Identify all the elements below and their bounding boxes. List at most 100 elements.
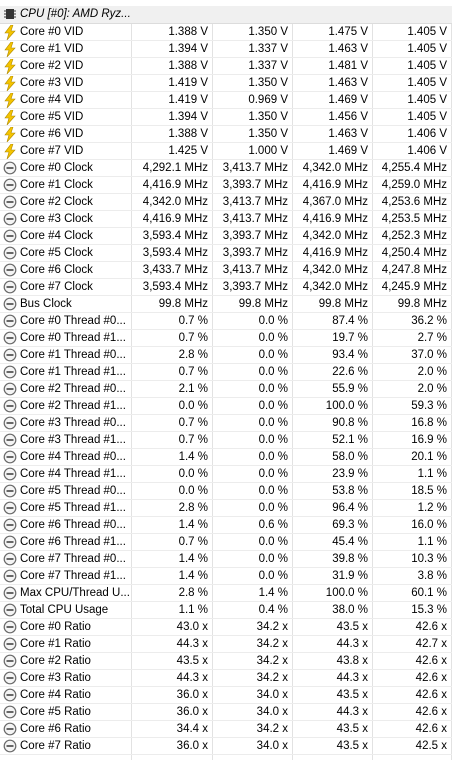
sensor-row[interactable]: Core #4 Thread #1... 0.0 % 0.0 % 23.9 % 1.1 … [0,466,452,483]
sensor-row[interactable]: Core #6 Ratio 34.4 x 34.2 x 43.5 x 42.6 x [0,721,452,738]
sensor-row[interactable]: Core #1 Ratio 44.3 x 34.2 x 44.3 x 42.7 x [0,636,452,653]
sensor-value: 0.969 V [248,94,288,106]
sensor-row[interactable]: Core #7 Thread #1... 1.4 % 0.0 % 31.9 % 3.8 … [0,568,452,585]
sensor-value: 0.0 % [258,553,288,565]
sensor-value: 1.337 V [248,43,288,55]
sensor-row[interactable]: Core #5 Ratio 36.0 x 34.0 x 44.3 x 42.6 x [0,704,452,721]
sensor-value: 42.7 x [415,638,447,650]
sensor-row[interactable]: Core #3 Ratio 44.3 x 34.2 x 44.3 x 42.6 x [0,670,452,687]
sensor-value: 4,252.3 MHz [381,230,447,242]
sensor-value: 1.419 V [168,94,208,106]
sensor-value: 34.0 x [256,689,288,701]
sensor-value: 34.2 x [256,621,288,633]
sensor-label: Core #7 Clock [20,281,93,293]
sensor-row[interactable]: Core #2 Thread #0... 2.1 % 0.0 % 55.9 % 2.0 … [0,381,452,398]
sensor-row[interactable]: Core #6 Thread #0... 1.4 % 0.6 % 69.3 % 16.0… [0,517,452,534]
sensor-row[interactable]: Core #5 VID 1.394 V 1.350 V 1.456 V 1.405 V [0,109,452,126]
sensor-value: 44.3 x [336,638,368,650]
sensor-value: 4,245.9 MHz [381,281,447,293]
sensor-label: Core #7 Thread #1... [20,570,126,582]
sensor-value: 0.4 % [258,604,288,616]
sensor-value: 4,292.1 MHz [142,162,208,174]
sensor-value: 2.0 % [417,383,447,395]
sensor-row[interactable]: Core #7 Ratio 36.0 x 34.0 x 43.5 x 42.5 x [0,738,452,755]
sensor-row[interactable]: Core #3 Clock 4,416.9 MHz 3,413.7 MHz 4,416… [0,211,452,228]
sensor-row[interactable]: Core #7 VID 1.425 V 1.000 V 1.469 V 1.406 V [0,143,452,160]
sensor-row[interactable]: Core #5 Thread #0... 0.0 % 0.0 % 53.8 % 18.5… [0,483,452,500]
sensor-icon [3,433,17,447]
sensor-row[interactable]: Core #1 Thread #0... 2.8 % 0.0 % 93.4 % 37.0… [0,347,452,364]
sensor-value: 1.1 % [417,468,447,480]
sensor-label: Core #4 Clock [20,230,93,242]
sensor-value: 4,416.9 MHz [302,213,368,225]
sensor-value: 3.8 % [417,570,447,582]
sensor-row[interactable]: Core #1 Thread #1... 0.7 % 0.0 % 22.6 % 2.0 … [0,364,452,381]
sensor-value: 0.0 % [258,570,288,582]
sensor-row[interactable]: Core #4 Thread #0... 1.4 % 0.0 % 58.0 % 20.1… [0,449,452,466]
sensor-value: 1.405 V [407,43,447,55]
sensor-value: 1.469 V [328,145,368,157]
sensor-value: 0.0 % [258,400,288,412]
sensor-value: 4,416.9 MHz [142,179,208,191]
sensor-icon [3,348,17,362]
sensor-row[interactable]: Core #1 Clock 4,416.9 MHz 3,393.7 MHz 4,416… [0,177,452,194]
sensor-row[interactable]: Core #0 Ratio 43.0 x 34.2 x 43.5 x 42.6 x [0,619,452,636]
sensor-row[interactable]: Core #0 Clock 4,292.1 MHz 3,413.7 MHz 4,342… [0,160,452,177]
sensor-value: 4,416.9 MHz [302,179,368,191]
sensor-value: 1.406 V [407,128,447,140]
sensor-row[interactable]: Core #3 Thread #1... 0.7 % 0.0 % 52.1 % 16.9… [0,432,452,449]
sensor-value: 1.463 V [328,77,368,89]
sensor-row[interactable]: Total CPU Usage 1.1 % 0.4 % 38.0 % 15.3 % [0,602,452,619]
sensor-value: 42.6 x [415,706,447,718]
sensor-value: 1.350 V [248,128,288,140]
sensor-row[interactable]: Core #0 Thread #0... 0.7 % 0.0 % 87.4 % 36.2… [0,313,452,330]
sensor-row[interactable]: Core #6 Clock 3,433.7 MHz 3,413.7 MHz 4,342… [0,262,452,279]
sensor-row[interactable]: Core #7 Clock 3,593.4 MHz 3,393.7 MHz 4,342… [0,279,452,296]
sensor-row[interactable]: Core #5 Clock 3,593.4 MHz 3,393.7 MHz 4,416… [0,245,452,262]
sensor-value: 19.7 % [332,332,368,344]
sensor-label: Core #6 VID [20,128,84,140]
sensor-value: 3,393.7 MHz [222,281,288,293]
sensor-value: 1.463 V [328,43,368,55]
sensor-row[interactable]: Core #0 VID 1.388 V 1.350 V 1.475 V 1.405 V [0,24,452,41]
sensor-row[interactable]: Core #0 Thread #1... 0.7 % 0.0 % 19.7 % 2.7 … [0,330,452,347]
sensor-row[interactable]: Core #2 Ratio 43.5 x 34.2 x 43.8 x 42.6 x [0,653,452,670]
sensor-value: 1.456 V [328,111,368,123]
sensor-label: Core #6 Thread #1... [20,536,126,548]
sensor-value: 4,342.0 MHz [142,196,208,208]
sensor-row[interactable]: Core #2 Clock 4,342.0 MHz 3,413.7 MHz 4,367… [0,194,452,211]
sensor-row[interactable]: Core #5 Thread #1... 2.8 % 0.0 % 96.4 % 1.2 … [0,500,452,517]
sensor-value: 4,367.0 MHz [302,196,368,208]
sensor-value: 1.419 V [168,77,208,89]
sensor-row[interactable]: Core #6 Thread #1... 0.7 % 0.0 % 45.4 % 1.1 … [0,534,452,551]
sensor-value: 22.6 % [332,366,368,378]
chip-icon [4,9,16,19]
voltage-icon [4,76,16,91]
sensor-row[interactable]: Core #6 VID 1.388 V 1.350 V 1.463 V 1.406 V [0,126,452,143]
sensor-value: 1.469 V [328,94,368,106]
sensor-value: 1.394 V [168,43,208,55]
sensor-row[interactable]: Max CPU/Thread U... 2.8 % 1.4 % 100.0 % 60.1… [0,585,452,602]
sensor-value: 87.4 % [332,315,368,327]
sensor-value: 43.5 x [336,723,368,735]
sensor-row[interactable]: Core #3 VID 1.419 V 1.350 V 1.463 V 1.405 V [0,75,452,92]
sensor-row[interactable]: Core #4 Ratio 36.0 x 34.0 x 43.5 x 42.6 x [0,687,452,704]
sensor-row[interactable]: Bus Clock 99.8 MHz 99.8 MHz 99.8 MHz 99.8 MH… [0,296,452,313]
sensor-value: 42.5 x [415,740,447,752]
sensor-value: 16.9 % [411,434,447,446]
sensor-value: 0.6 % [258,519,288,531]
sensor-row[interactable]: Core #2 Thread #1... 0.0 % 0.0 % 100.0 % 59.… [0,398,452,415]
sensor-label: Core #2 Thread #0... [20,383,126,395]
sensor-value: 53.8 % [332,485,368,497]
sensor-icon [3,382,17,396]
group-header[interactable]: CPU [#0]: AMD Ryz... [0,6,452,24]
sensor-label: Core #7 Thread #0... [20,553,126,565]
sensor-row[interactable]: Core #7 Thread #0... 1.4 % 0.0 % 39.8 % 10.3… [0,551,452,568]
sensor-row[interactable]: Core #2 VID 1.388 V 1.337 V 1.481 V 1.405 V [0,58,452,75]
sensor-row[interactable]: Core #4 VID 1.419 V 0.969 V 1.469 V 1.405 V [0,92,452,109]
sensor-row[interactable]: Core #3 Thread #0... 0.7 % 0.0 % 90.8 % 16.8… [0,415,452,432]
sensor-value: 36.0 x [176,689,208,701]
sensor-row[interactable]: Core #1 VID 1.394 V 1.337 V 1.463 V 1.405 V [0,41,452,58]
sensor-icon [3,603,17,617]
sensor-row[interactable]: Core #4 Clock 3,593.4 MHz 3,393.7 MHz 4,342… [0,228,452,245]
